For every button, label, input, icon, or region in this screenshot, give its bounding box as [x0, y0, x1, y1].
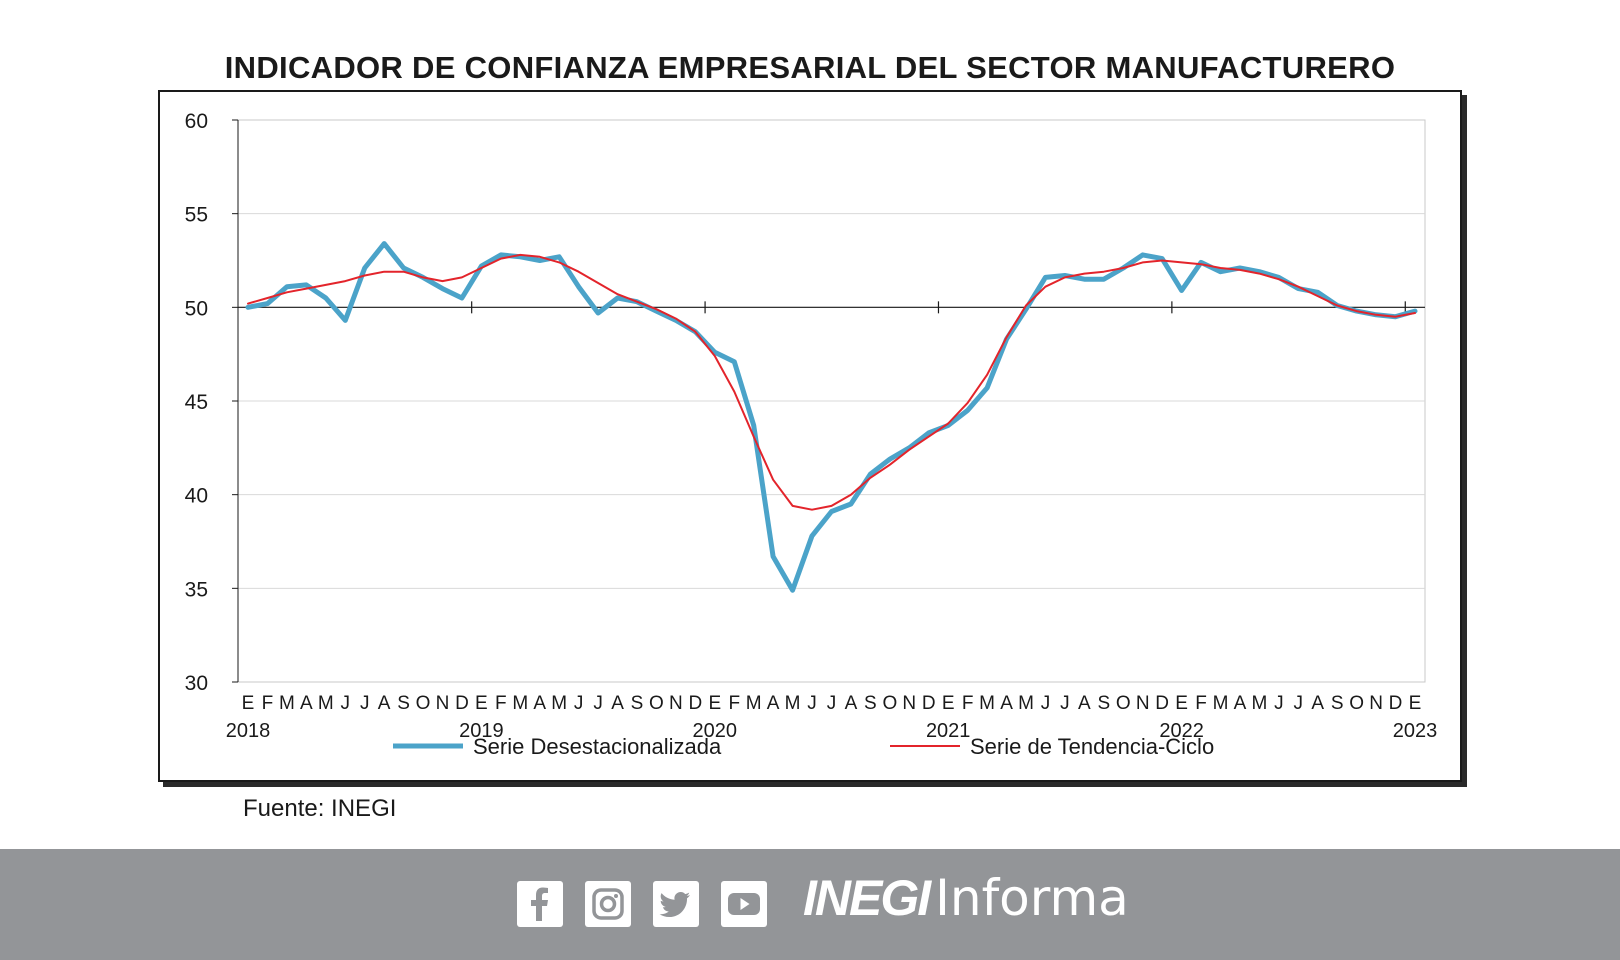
- x-year-label: 2021: [926, 720, 971, 742]
- x-month-label: D: [922, 693, 936, 714]
- x-month-label: M: [512, 693, 528, 714]
- x-month-label: O: [649, 693, 664, 714]
- x-month-label: O: [882, 693, 897, 714]
- x-month-label: A: [1234, 693, 1247, 714]
- x-month-label: O: [416, 693, 431, 714]
- x-year-label: 2023: [1393, 720, 1438, 742]
- legend-label-1: Serie Desestacionalizada: [473, 734, 722, 759]
- x-month-label: A: [767, 693, 780, 714]
- x-month-label: N: [669, 693, 683, 714]
- x-month-label: N: [436, 693, 450, 714]
- twitter-icon[interactable]: [653, 881, 699, 927]
- x-month-label: J: [827, 693, 837, 714]
- x-month-label: S: [397, 693, 410, 714]
- x-month-label: M: [746, 693, 762, 714]
- brand-light-text: Informa: [935, 869, 1129, 927]
- x-month-label: E: [475, 693, 488, 714]
- x-month-label: E: [1175, 693, 1188, 714]
- x-month-label: M: [279, 693, 295, 714]
- x-month-label: J: [593, 693, 603, 714]
- x-month-label: F: [262, 693, 274, 714]
- x-year-label: 2022: [1159, 720, 1204, 742]
- youtube-icon[interactable]: [721, 881, 767, 927]
- x-month-label: A: [533, 693, 546, 714]
- x-month-label: M: [1251, 693, 1267, 714]
- x-month-label: S: [864, 693, 877, 714]
- y-tick-label: 60: [185, 110, 208, 133]
- x-month-label: M: [318, 693, 334, 714]
- x-month-label: E: [242, 693, 255, 714]
- legend-label-2: Serie de Tendencia-Ciclo: [970, 734, 1214, 759]
- x-month-label: N: [1369, 693, 1383, 714]
- x-month-label: S: [1097, 693, 1110, 714]
- y-tick-label: 40: [185, 485, 208, 508]
- y-tick-label: 50: [185, 297, 208, 320]
- footer-bar: INEGI Informa: [0, 849, 1620, 960]
- y-tick-label: 45: [185, 391, 208, 414]
- y-tick-label: 35: [185, 578, 208, 601]
- x-month-label: F: [962, 693, 974, 714]
- x-month-label: A: [1000, 693, 1013, 714]
- brand-bold-text: INEGI: [803, 870, 931, 926]
- x-month-label: A: [378, 693, 391, 714]
- series-line-1: [245, 241, 1418, 593]
- x-month-label: D: [688, 693, 702, 714]
- y-tick-label: 55: [185, 204, 208, 227]
- x-month-label: F: [495, 693, 507, 714]
- x-month-label: E: [708, 693, 721, 714]
- chart-title: Indicador de Confianza Empresarial del s…: [224, 50, 1396, 85]
- x-month-label: S: [631, 693, 644, 714]
- x-month-label: D: [455, 693, 469, 714]
- x-year-label: 2018: [226, 720, 271, 742]
- x-month-label: E: [942, 693, 955, 714]
- inegi-informa-logo: INEGI Informa: [803, 869, 1129, 939]
- x-month-label: M: [1018, 693, 1034, 714]
- chart-frame: 30 35 40 45 50 55 60 E F M A M J J A S O N D E F M A M J J A S O N D E F…: [158, 90, 1462, 782]
- x-month-label: M: [1213, 693, 1229, 714]
- x-month-label: D: [1155, 693, 1169, 714]
- x-month-label: J: [341, 693, 351, 714]
- x-month-label: M: [551, 693, 567, 714]
- source-note: Fuente: INEGI: [243, 795, 397, 822]
- x-month-label: J: [1060, 693, 1070, 714]
- x-month-label: F: [1195, 693, 1207, 714]
- x-month-label: O: [1116, 693, 1131, 714]
- x-month-label: J: [1274, 693, 1284, 714]
- x-month-label: M: [979, 693, 995, 714]
- x-month-label: J: [574, 693, 584, 714]
- x-month-label: J: [360, 693, 370, 714]
- x-month-label: E: [1409, 693, 1422, 714]
- facebook-icon[interactable]: [517, 881, 563, 927]
- x-year-label: 2019: [459, 720, 504, 742]
- x-month-label: N: [1136, 693, 1150, 714]
- series-line-2: [247, 253, 1416, 511]
- x-month-label: M: [785, 693, 801, 714]
- x-month-label: A: [300, 693, 313, 714]
- y-tick-label: 30: [185, 672, 208, 695]
- x-month-label: O: [1349, 693, 1364, 714]
- x-month-label: D: [1389, 693, 1403, 714]
- x-month-label: J: [1294, 693, 1304, 714]
- x-month-label: A: [1078, 693, 1091, 714]
- x-month-label: A: [611, 693, 624, 714]
- x-month-label: F: [728, 693, 740, 714]
- x-month-label: J: [807, 693, 817, 714]
- x-month-label: N: [902, 693, 916, 714]
- x-month-label: A: [1311, 693, 1324, 714]
- instagram-icon[interactable]: [585, 881, 631, 927]
- x-month-label: S: [1331, 693, 1344, 714]
- x-month-label: A: [845, 693, 858, 714]
- x-month-label: J: [1041, 693, 1051, 714]
- x-year-label: 2020: [693, 720, 738, 742]
